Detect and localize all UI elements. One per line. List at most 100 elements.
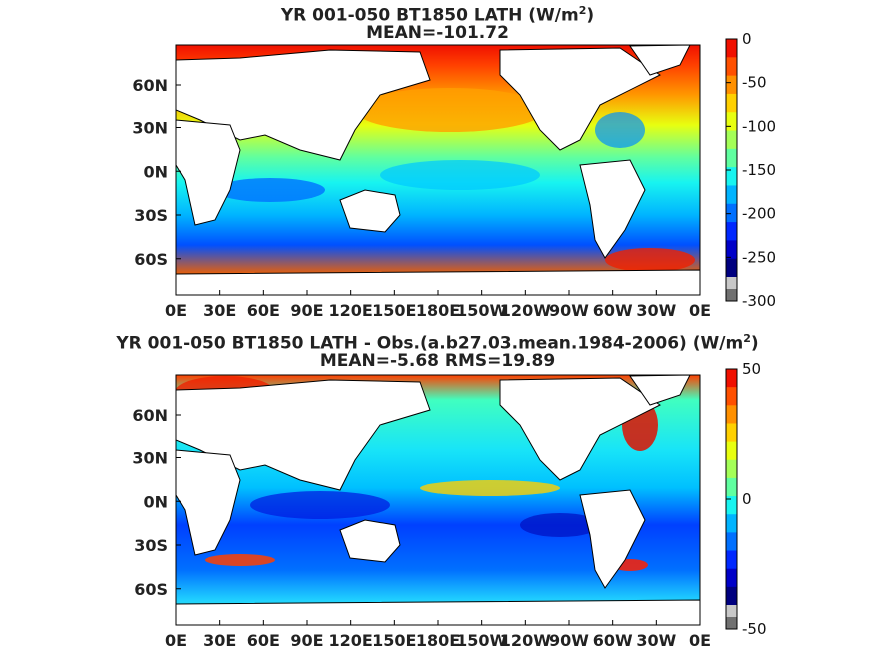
colorbar2: 50 0 -50 [725, 360, 767, 638]
colorbar-tick-label: -50 [742, 74, 767, 92]
colorbar-band [726, 75, 737, 86]
colorbar-band [726, 405, 737, 415]
colorbar-tick-label: -300 [742, 292, 776, 310]
x-tick-label: 150W [456, 301, 507, 320]
colorbar-band [726, 541, 737, 552]
colorbar-band [726, 203, 737, 214]
colorbar-band [726, 550, 737, 561]
map2-land [176, 375, 700, 625]
chart2-title: YR 001-050 BT1850 LATH - Obs.(a.b27.03.m… [0, 329, 875, 354]
map2-feature [420, 480, 560, 496]
y-tick-label: 60S [134, 580, 168, 599]
colorbar-band [726, 532, 737, 542]
chart1-title-text: YR 001-050 BT1850 LATH (W/m [280, 5, 579, 26]
colorbar-tick-label: -250 [742, 248, 776, 266]
chart1-mean: MEAN=-101.72 [366, 23, 509, 43]
colorbar-band [726, 39, 737, 49]
colorbar2-tick-labels: 50 0 -50 [726, 360, 767, 638]
x-tick-label: 90E [290, 301, 323, 320]
x-tick-label: 60W [593, 631, 633, 650]
y-tick-label: 30S [134, 206, 168, 225]
colorbar-band [726, 103, 737, 113]
colorbar1-bands [726, 39, 737, 278]
colorbar-band [726, 258, 737, 269]
colorbar-band [726, 369, 737, 379]
chart2-title-text: YR 001-050 BT1850 LATH - Obs.(a.b27.03.m… [116, 333, 744, 354]
map1-feature [215, 178, 325, 202]
colorbar-band [726, 396, 737, 406]
y-tick-label: 60N [132, 406, 168, 425]
colorbar-band [726, 112, 737, 122]
colorbar-band [726, 595, 737, 606]
map2-feature [250, 491, 390, 519]
x-tick-label: 30W [636, 631, 676, 650]
colorbar-band [726, 432, 737, 443]
map2-y-ticks: 60N 30N 0N 30S 60S [132, 406, 181, 599]
chart2-stats: MEAN=-5.68 RMS=19.89 [319, 351, 556, 371]
colorbar2-missing-swatch [726, 605, 737, 617]
chart1-title: YR 001-050 BT1850 LATH (W/m2) [0, 1, 875, 26]
x-tick-label: 0E [165, 631, 187, 650]
x-tick-label: 0E [689, 631, 711, 650]
colorbar1-tick-labels: 0 -50 -100 -150 -200 -250 -300 [726, 30, 776, 310]
colorbar-band [726, 249, 737, 260]
x-tick-label: 0E [689, 301, 711, 320]
y-tick-label: 60S [134, 250, 168, 269]
map1-features [176, 45, 700, 295]
map1-feature [595, 112, 645, 148]
colorbar-band [726, 378, 737, 388]
x-tick-label: 120E [329, 301, 373, 320]
x-tick-label: 30E [203, 301, 236, 320]
colorbar-band [726, 176, 737, 186]
colorbar-band [726, 130, 737, 141]
colorbar-tick-label: 0 [742, 30, 752, 48]
colorbar-band [726, 514, 737, 524]
colorbar-band [726, 568, 737, 579]
colorbar-band [726, 450, 737, 461]
land-antarctica [176, 269, 700, 295]
colorbar-band [726, 505, 737, 515]
colorbar-band [726, 459, 737, 470]
x-tick-label: 30W [636, 301, 676, 320]
x-tick-label: 180E [416, 301, 460, 320]
colorbar-band [726, 586, 737, 597]
colorbar-band [726, 158, 737, 168]
x-tick-label: 90W [549, 631, 589, 650]
colorbar-tick-label: 0 [742, 490, 752, 508]
colorbar-band [726, 267, 737, 278]
colorbar-band [726, 93, 737, 104]
land-south-america [579, 159, 646, 259]
colorbar-tick-label: -100 [742, 117, 776, 135]
colorbar-band [726, 48, 737, 58]
colorbar-tick-label: -200 [742, 205, 776, 223]
x-tick-label: 180E [416, 631, 460, 650]
colorbar-tick-label: 50 [742, 360, 761, 378]
colorbar-band [726, 468, 737, 479]
x-tick-label: 150E [372, 301, 416, 320]
colorbar1: 0 -50 -100 -150 -200 -250 -300 [725, 30, 776, 310]
colorbar-band [726, 240, 737, 251]
land-africa [176, 449, 241, 556]
land-australia [339, 519, 401, 563]
y-tick-label: 30N [132, 449, 168, 468]
map2-features [176, 375, 700, 625]
colorbar-band [726, 523, 737, 533]
x-tick-label: 120W [500, 631, 551, 650]
colorbar-band [726, 487, 737, 497]
y-tick-label: 30N [132, 119, 168, 138]
x-tick-label: 30E [203, 631, 236, 650]
colorbar-band [726, 121, 737, 132]
x-tick-label: 0E [165, 301, 187, 320]
colorbar-band [726, 387, 737, 397]
x-tick-label: 90W [549, 301, 589, 320]
colorbar-band [726, 212, 737, 223]
colorbar-band [726, 222, 737, 232]
land-south-america [579, 489, 646, 589]
map2-feature [520, 513, 600, 537]
colorbar-band [726, 148, 737, 159]
